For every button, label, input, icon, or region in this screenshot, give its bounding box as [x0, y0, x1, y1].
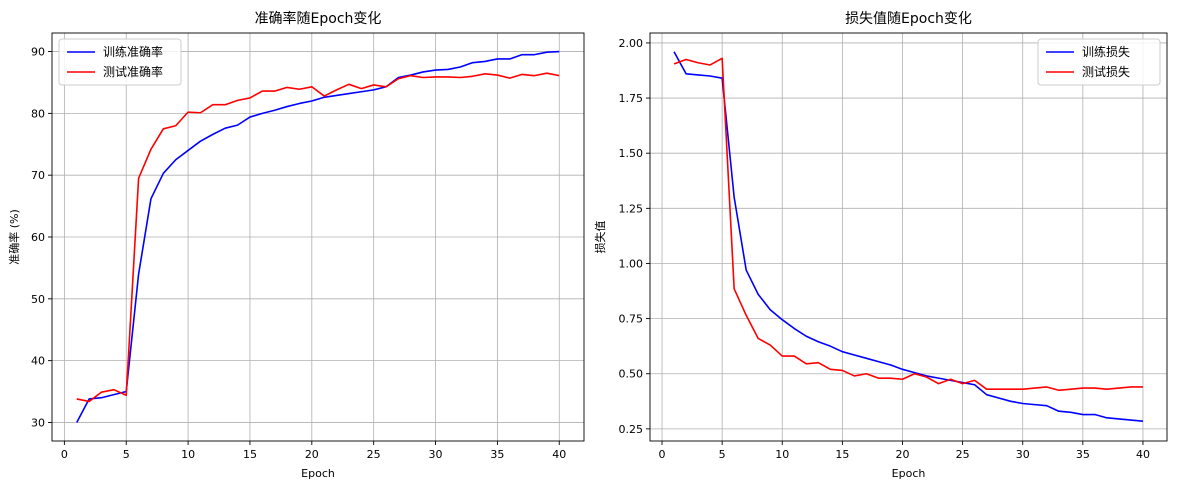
x-tick-label: 15 [243, 448, 257, 461]
x-tick-label: 40 [552, 448, 566, 461]
series-line-test [76, 72, 560, 403]
legend-label: 训练准确率 [103, 44, 163, 59]
x-tick-label: 35 [1076, 448, 1090, 461]
x-tick-label: 25 [367, 448, 381, 461]
x-tick-label: 10 [775, 448, 789, 461]
y-tick-label: 0.50 [619, 368, 644, 381]
y-tick-label: 40 [31, 355, 45, 368]
y-axis-label: 损失值 [593, 221, 607, 254]
y-axis-label: 准确率 (%) [7, 209, 21, 265]
chart-title: 准确率随Epoch变化 [255, 10, 382, 27]
x-tick-label: 0 [61, 448, 68, 461]
x-tick-label: 30 [429, 448, 443, 461]
x-tick-label: 35 [490, 448, 504, 461]
chart-panel-2: 0 5 10 15 20 25 30 35 40 0.25 0.50 0.75 1.00 1.25 1.50… [593, 11, 1168, 480]
x-tick-label: 30 [1016, 448, 1030, 461]
y-tick-label: 0.25 [619, 423, 644, 436]
y-tick-label: 90 [31, 46, 45, 59]
y-tick-label: 1.50 [619, 147, 644, 160]
x-axis-label: Epoch [301, 467, 335, 480]
y-tick-label: 1.75 [619, 92, 644, 105]
x-tick-label: 15 [835, 448, 849, 461]
y-tick-label: 30 [31, 416, 45, 429]
y-tick-label: 1.25 [619, 202, 644, 215]
y-tick-label: 70 [31, 169, 45, 182]
y-tick-label: 2.00 [619, 37, 644, 50]
x-tick-label: 10 [181, 448, 195, 461]
series-line-train [673, 51, 1144, 422]
y-tick-label: 60 [31, 231, 45, 244]
y-tick-label: 0.75 [619, 313, 644, 326]
x-tick-label: 0 [659, 448, 666, 461]
series-line-train [76, 50, 560, 423]
legend-box [1037, 38, 1161, 86]
legend-label: 测试准确率 [103, 64, 163, 79]
y-tick-label: 50 [31, 293, 45, 306]
legend-label: 测试损失 [1082, 64, 1130, 79]
legend-box [58, 38, 182, 86]
legend-label: 训练损失 [1082, 44, 1130, 59]
plot-frame [649, 32, 1168, 442]
y-tick-label: 80 [31, 107, 45, 120]
x-tick-label: 25 [956, 448, 970, 461]
x-tick-label: 20 [895, 448, 909, 461]
chart-title: 损失值随Epoch变化 [845, 11, 972, 27]
x-tick-label: 20 [305, 448, 319, 461]
x-tick-label: 5 [123, 448, 130, 461]
series-line-test [673, 57, 1143, 392]
y-tick-label: 1.00 [619, 257, 644, 270]
x-axis-label: Epoch [892, 467, 926, 480]
chart-panel-1: 0 5 10 15 20 25 30 35 40 30 40 50 60 70 80 90 准确率随Epoch变… [7, 10, 585, 480]
x-tick-label: 5 [719, 448, 726, 461]
x-tick-label: 40 [1136, 448, 1150, 461]
